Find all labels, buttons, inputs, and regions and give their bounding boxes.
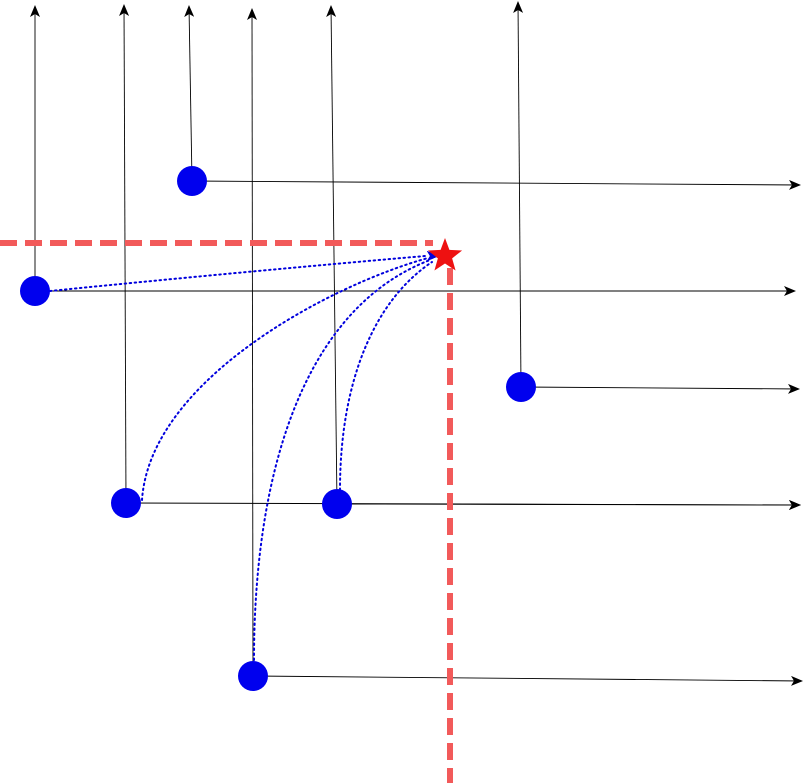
point-2	[20, 276, 50, 306]
point-4	[111, 488, 141, 518]
points	[20, 166, 536, 691]
dotted-path-2	[49, 255, 426, 292]
right-arrow-5	[336, 499, 801, 510]
point-5	[322, 489, 352, 519]
point-1	[177, 166, 207, 196]
dotted-paths	[49, 251, 439, 661]
up-arrow-3	[513, 1, 524, 388]
dotted-path-5	[339, 261, 433, 491]
right-arrow-1	[191, 179, 801, 190]
target	[427, 238, 463, 271]
horizontal-arrows	[35, 179, 803, 686]
up-arrow-1	[184, 5, 195, 182]
dotted-path-arrowhead-6	[427, 251, 439, 261]
up-arrow-5	[326, 5, 338, 505]
right-arrow-3	[520, 383, 800, 394]
star-icon	[427, 238, 463, 271]
up-arrow-6	[247, 8, 258, 677]
dotted-path-6	[253, 259, 431, 661]
right-arrow-6	[252, 675, 803, 686]
point-3	[506, 372, 536, 402]
dashed-boundary	[0, 240, 453, 783]
up-arrow-4	[119, 4, 130, 504]
dotted-path-4	[141, 257, 429, 501]
point-6	[238, 661, 268, 691]
